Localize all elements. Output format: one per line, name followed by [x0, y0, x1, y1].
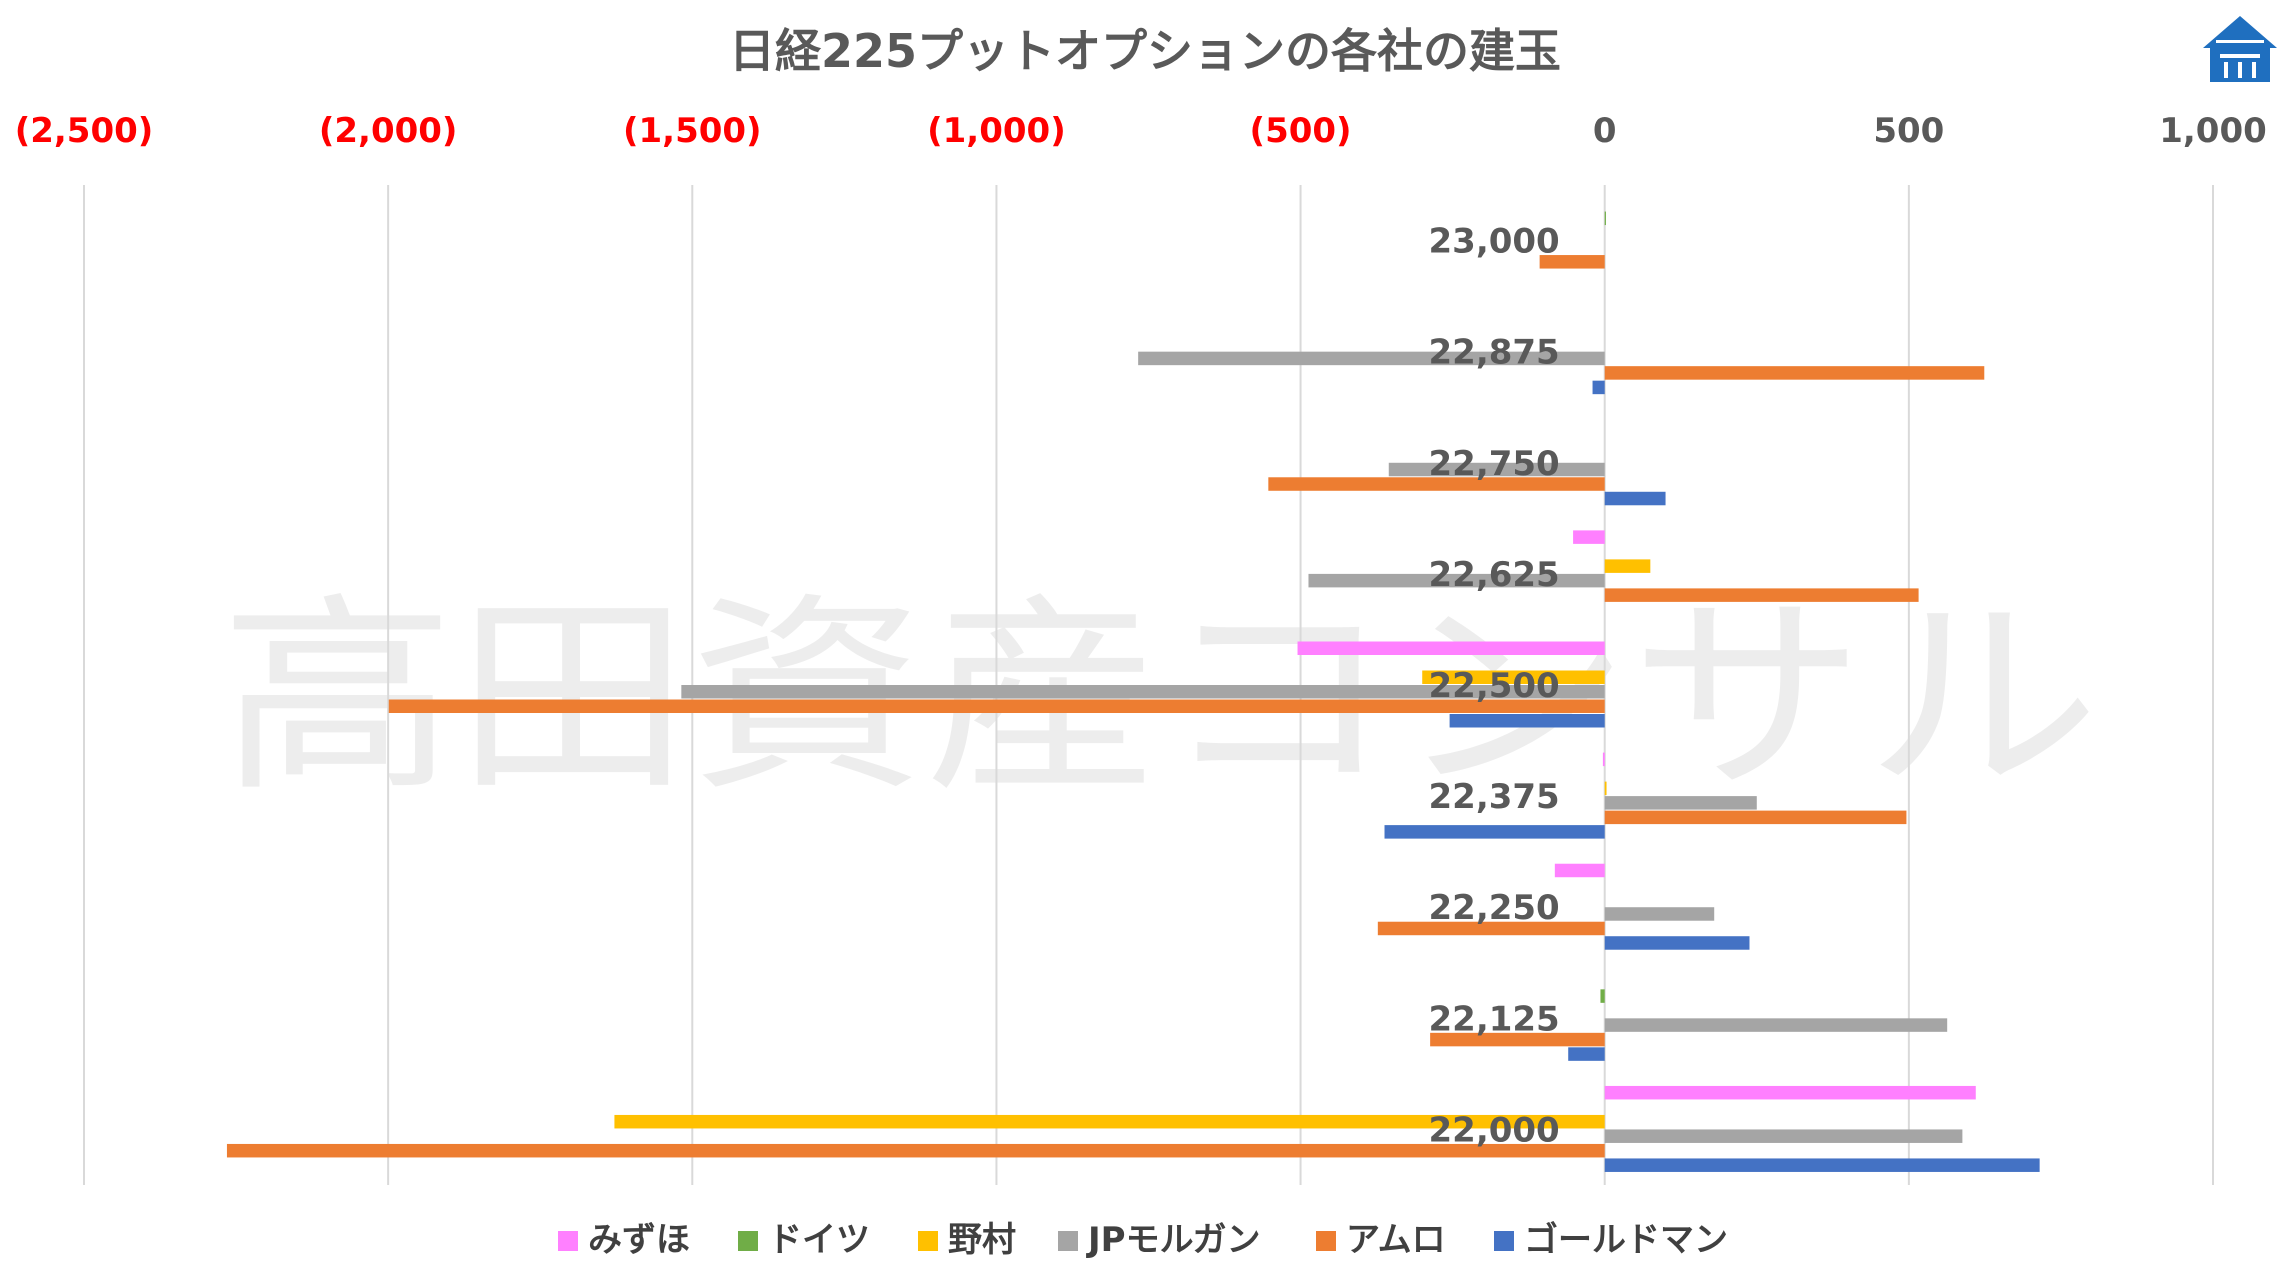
legend-swatch — [918, 1231, 938, 1251]
bar — [614, 1114, 1605, 1129]
category-label: 22,125 — [1429, 999, 1560, 1039]
legend-swatch — [1494, 1231, 1514, 1251]
bar — [226, 1143, 1605, 1158]
bar — [681, 685, 1605, 699]
bar — [1388, 462, 1605, 477]
bar — [1604, 796, 1757, 810]
bar — [1138, 351, 1605, 366]
bar — [1422, 670, 1605, 684]
bar — [1604, 559, 1651, 573]
category-label: 22,625 — [1429, 555, 1560, 595]
legend-swatch — [558, 1231, 578, 1251]
bar — [1268, 477, 1605, 491]
bar — [1297, 641, 1605, 655]
category-label: 22,250 — [1429, 888, 1560, 928]
x-tick-label: (1,000) — [927, 111, 1066, 151]
bar — [1592, 380, 1605, 395]
bar — [1430, 1032, 1605, 1047]
bar — [1604, 366, 1985, 380]
category-label: 22,500 — [1429, 666, 1560, 706]
category-label: 22,750 — [1429, 444, 1560, 484]
bar — [1604, 1129, 1963, 1143]
category-label: 22,875 — [1429, 333, 1560, 373]
bar — [1384, 825, 1605, 839]
bar — [1604, 491, 1666, 506]
legend-label: 野村 — [948, 1220, 1016, 1260]
x-tick-label: 0 — [1593, 111, 1617, 151]
x-tick-label: (2,000) — [319, 111, 458, 151]
category-label: 22,375 — [1429, 777, 1560, 817]
bar — [1604, 1158, 2040, 1172]
bar — [1600, 989, 1605, 1003]
legend-swatch — [738, 1231, 758, 1251]
bar — [1573, 530, 1605, 544]
logo-icon — [2203, 16, 2277, 82]
x-tick-label: (2,500) — [15, 111, 154, 151]
bar — [1604, 810, 1907, 825]
x-tick-label: 500 — [1873, 111, 1944, 151]
x-tick-label: (1,500) — [623, 111, 762, 151]
bar — [1539, 255, 1605, 269]
legend-label: みずほ — [588, 1220, 690, 1260]
bar — [1568, 1047, 1605, 1061]
bar — [1308, 573, 1605, 588]
bar — [1604, 211, 1606, 226]
bar — [1377, 921, 1605, 936]
legend-swatch — [1316, 1231, 1336, 1251]
category-labels: 23,000 22,875 22,750 22,625 22,500 22,375 22,2… — [1429, 222, 1560, 1151]
category-label: 22,000 — [1429, 1110, 1560, 1150]
x-tick-label: (500) — [1250, 111, 1352, 151]
category-label: 23,000 — [1429, 222, 1560, 262]
legend: みずほ ドイツ 野村 JPモルガン アムロ ゴールドマン — [558, 1220, 1728, 1260]
legend-label: アムロ — [1346, 1220, 1446, 1260]
bar — [1604, 907, 1715, 921]
bar — [1604, 936, 1750, 950]
bar — [388, 699, 1605, 713]
axis-ticks: (2,500) (2,000) (1,500) (1,000) (500) 0 500 1,0… — [15, 111, 2267, 151]
bars — [226, 211, 2040, 1172]
legend-swatch — [1058, 1231, 1078, 1251]
bar — [1604, 588, 1919, 602]
legend-label: ドイツ — [768, 1220, 870, 1260]
legend-label: JPモルガン — [1086, 1220, 1261, 1260]
bar — [1604, 1018, 1948, 1032]
chart-title: 日経225プットオプションの各社の建玉 — [729, 24, 1561, 78]
bar — [1602, 752, 1605, 767]
bar — [1554, 863, 1605, 878]
bar — [1604, 781, 1607, 796]
legend-label: ゴールドマン — [1524, 1220, 1728, 1260]
x-tick-label: 1,000 — [2159, 111, 2267, 151]
bar — [1604, 1085, 1976, 1100]
bar — [1449, 714, 1605, 728]
